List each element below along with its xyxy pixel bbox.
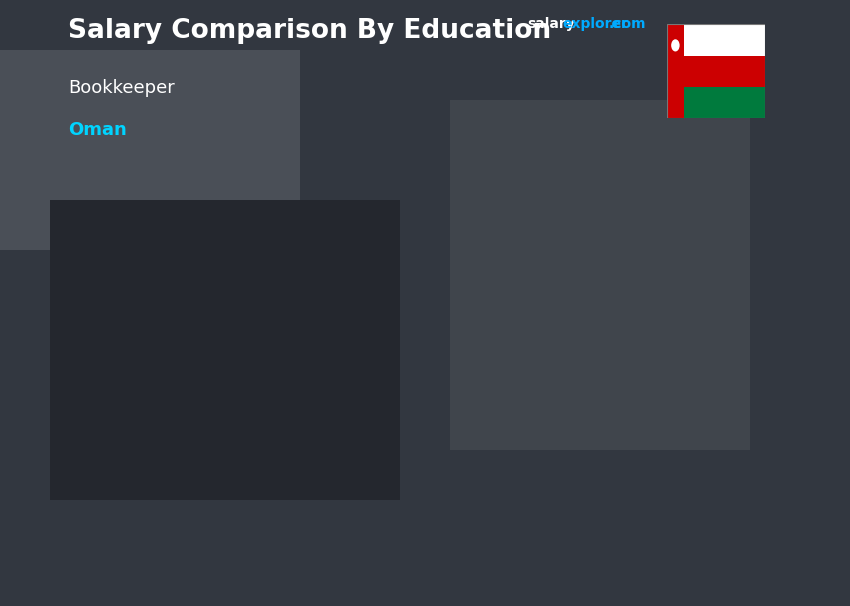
Text: 860 OMR: 860 OMR	[360, 375, 430, 390]
Text: +37%: +37%	[238, 299, 319, 323]
Text: Bookkeeper: Bookkeeper	[68, 79, 175, 97]
Polygon shape	[435, 357, 450, 527]
Bar	[667, 24, 683, 118]
Text: salary: salary	[527, 17, 575, 31]
Bar	[683, 87, 765, 118]
Polygon shape	[586, 309, 672, 316]
Text: .com: .com	[609, 17, 646, 31]
Text: +29%: +29%	[481, 244, 562, 268]
Polygon shape	[365, 364, 435, 527]
Polygon shape	[586, 316, 656, 527]
Polygon shape	[144, 401, 230, 408]
Polygon shape	[144, 408, 214, 527]
Polygon shape	[365, 357, 450, 364]
Text: explorer: explorer	[563, 17, 628, 31]
Bar	[683, 56, 765, 87]
Text: Oman: Oman	[68, 121, 127, 139]
Polygon shape	[656, 309, 672, 527]
Circle shape	[672, 39, 680, 52]
Bar	[683, 24, 765, 56]
Text: 630 OMR: 630 OMR	[65, 382, 134, 397]
Text: 1,110 OMR: 1,110 OMR	[683, 292, 768, 307]
Text: Salary Comparison By Education: Salary Comparison By Education	[68, 18, 551, 44]
Text: Average Monthly Salary: Average Monthly Salary	[835, 327, 845, 443]
Polygon shape	[214, 401, 230, 527]
